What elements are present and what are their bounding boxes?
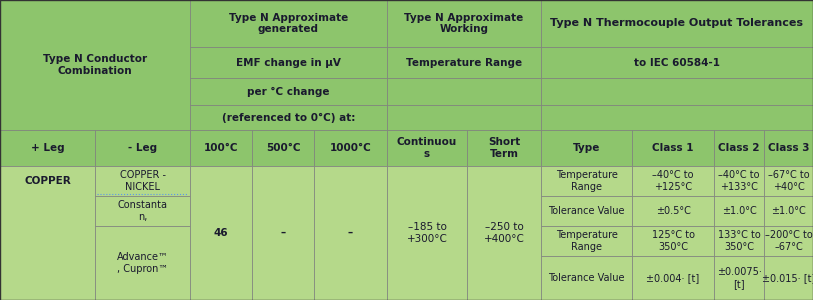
Text: –185 to
+300°C: –185 to +300°C [406, 222, 447, 244]
Text: 1000°C: 1000°C [329, 143, 372, 153]
Text: –200°C to
–67°C: –200°C to –67°C [764, 230, 812, 252]
Text: Class 2: Class 2 [718, 143, 760, 153]
Bar [541, 130, 632, 166]
Text: Temperature
Range: Temperature Range [555, 170, 617, 192]
Bar [190, 47, 387, 78]
Text: 500°C: 500°C [266, 143, 300, 153]
Text: COPPER -
NICKEL: COPPER - NICKEL [120, 170, 166, 192]
Text: –: – [348, 228, 353, 238]
Bar [314, 130, 387, 166]
Bar [0, 130, 95, 166]
Bar [764, 196, 813, 226]
Bar [387, 78, 541, 105]
Text: EMF change in µV: EMF change in µV [236, 58, 341, 68]
Bar [632, 130, 714, 166]
Bar [541, 105, 813, 130]
Text: Temperature Range: Temperature Range [406, 58, 522, 68]
Bar [0, 0, 190, 130]
Bar [541, 226, 632, 256]
Bar [190, 78, 387, 105]
Bar [467, 166, 541, 300]
Bar [190, 0, 387, 47]
Text: ±0.015· [t]: ±0.015· [t] [762, 273, 813, 283]
Bar [632, 196, 714, 226]
Bar [95, 226, 190, 300]
Bar [387, 130, 467, 166]
Bar [541, 78, 813, 105]
Bar [95, 130, 190, 166]
Bar [541, 166, 632, 196]
Bar [95, 166, 190, 196]
Bar [764, 256, 813, 300]
Text: ±0.5°C: ±0.5°C [655, 206, 690, 216]
Text: ±0.004· [t]: ±0.004· [t] [646, 273, 700, 283]
Text: Class 3: Class 3 [767, 143, 809, 153]
Bar [0, 166, 95, 300]
Bar [190, 166, 252, 300]
Text: Type N Approximate
Working: Type N Approximate Working [404, 13, 524, 34]
Text: Type N Approximate
generated: Type N Approximate generated [229, 13, 348, 34]
Bar [632, 166, 714, 196]
Bar [632, 256, 714, 300]
Bar [387, 166, 467, 300]
Text: –67°C to
+40°C: –67°C to +40°C [767, 170, 809, 192]
Bar [467, 130, 541, 166]
Text: –40°C to
+125°C: –40°C to +125°C [652, 170, 693, 192]
Bar [714, 166, 764, 196]
Text: Tolerance Value: Tolerance Value [548, 273, 624, 283]
Text: per °C change: per °C change [247, 86, 330, 97]
Bar [714, 226, 764, 256]
Text: Continuou
s: Continuou s [397, 137, 457, 159]
Bar [387, 105, 541, 130]
Bar [95, 196, 190, 226]
Text: –250 to
+400°C: –250 to +400°C [484, 222, 524, 244]
Text: 125°C to
350°C: 125°C to 350°C [651, 230, 694, 252]
Text: COPPER: COPPER [24, 176, 71, 186]
Bar [541, 47, 813, 78]
Bar [764, 166, 813, 196]
Bar [764, 226, 813, 256]
Text: Advance™
, Cupron™: Advance™ , Cupron™ [116, 252, 168, 274]
Text: to IEC 60584-1: to IEC 60584-1 [634, 58, 720, 68]
Bar [252, 130, 314, 166]
Bar [541, 0, 813, 47]
Bar [541, 256, 632, 300]
Text: (referenced to 0°C) at:: (referenced to 0°C) at: [222, 112, 355, 122]
Bar [387, 0, 541, 47]
Text: ±0.0075·
[t]: ±0.0075· [t] [716, 267, 762, 289]
Bar [387, 47, 541, 78]
Text: - Leg: - Leg [128, 143, 157, 153]
Text: –: – [280, 228, 285, 238]
Text: Class 1: Class 1 [652, 143, 693, 153]
Bar [632, 226, 714, 256]
Bar [714, 196, 764, 226]
Bar [714, 130, 764, 166]
Text: ±1.0°C: ±1.0°C [771, 206, 806, 216]
Text: ±1.0°C: ±1.0°C [722, 206, 756, 216]
Text: Type N Thermocouple Output Tolerances: Type N Thermocouple Output Tolerances [550, 19, 803, 28]
Bar [190, 130, 252, 166]
Bar [252, 166, 314, 300]
Text: + Leg: + Leg [31, 143, 64, 153]
Bar [714, 256, 764, 300]
Text: Type: Type [573, 143, 600, 153]
Text: Type N Conductor
Combination: Type N Conductor Combination [43, 54, 147, 76]
Bar [764, 130, 813, 166]
Text: 46: 46 [214, 228, 228, 238]
Text: Short
Term: Short Term [488, 137, 520, 159]
Text: Constanta
n,: Constanta n, [118, 200, 167, 222]
Bar [190, 105, 387, 130]
Text: –40°C to
+133°C: –40°C to +133°C [718, 170, 760, 192]
Text: 100°C: 100°C [204, 143, 238, 153]
Bar [541, 196, 632, 226]
Text: Temperature
Range: Temperature Range [555, 230, 617, 252]
Text: Tolerance Value: Tolerance Value [548, 206, 624, 216]
Text: 133°C to
350°C: 133°C to 350°C [718, 230, 760, 252]
Bar [0, 0, 813, 130]
Bar [314, 166, 387, 300]
